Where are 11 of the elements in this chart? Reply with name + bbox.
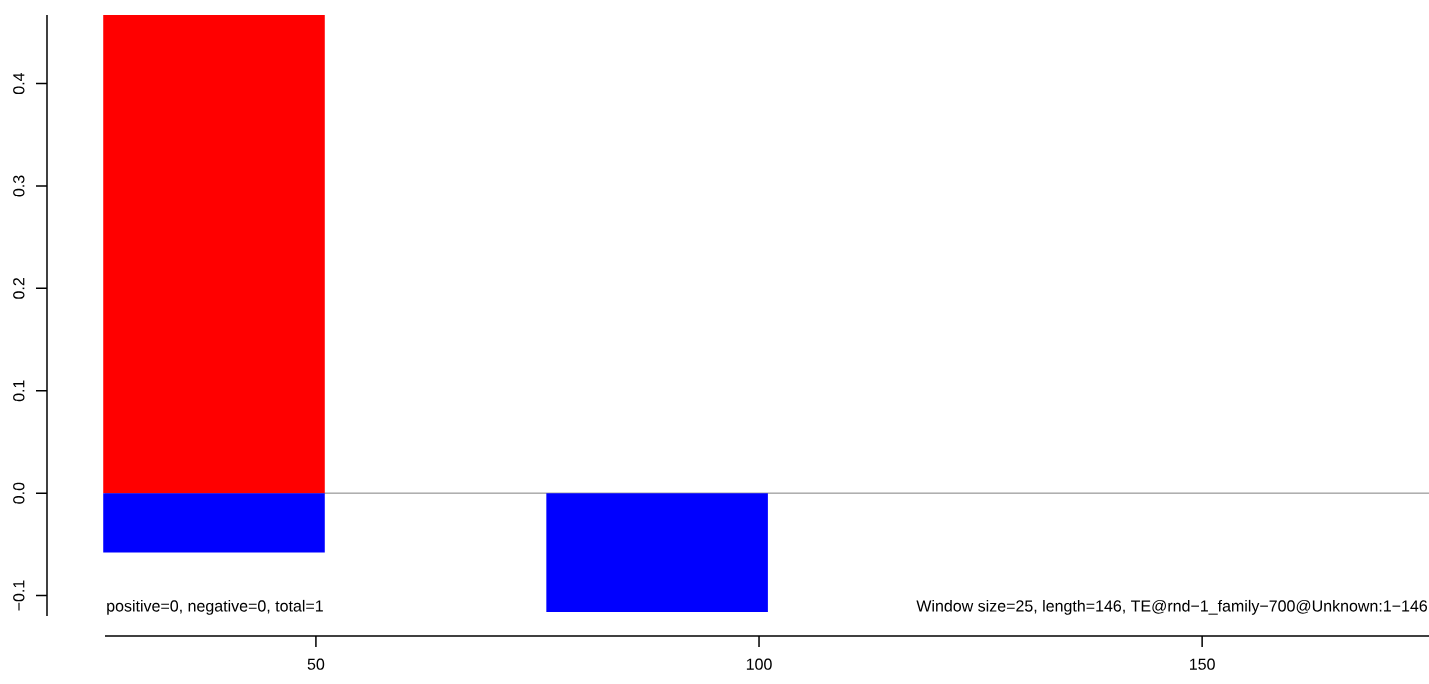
y-tick-label: 0.2: [13, 278, 25, 299]
annotation: Window size=25, length=146, TE@rnd−1_family−700@Unknown:1−146: [916, 599, 1428, 615]
annotation: positive=0, negative=0, total=1: [107, 599, 323, 615]
y-tick-label: 0.3: [13, 175, 25, 197]
y-tick-label: 0.0: [13, 482, 25, 504]
y-tick-label: −0.1: [13, 580, 25, 611]
x-tick-label: 50: [307, 658, 325, 670]
x-tick-label: 100: [746, 658, 772, 670]
x-tick-label: 150: [1190, 658, 1215, 670]
y-tick-label: 0.4: [13, 72, 25, 95]
y-tick-label: 0.1: [13, 380, 25, 402]
